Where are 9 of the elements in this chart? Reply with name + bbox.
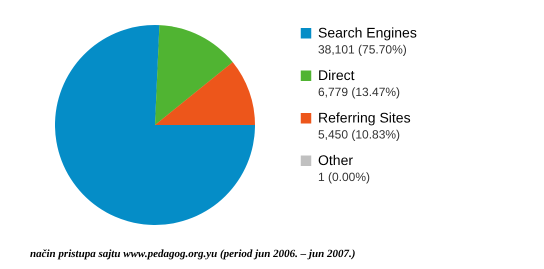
- text: način pristupa sajtu www.pedagog.org.yu (period jun 2006. – jun 2007.): [30, 248, 356, 260]
- legend-label: Direct: [318, 66, 355, 83]
- legend-label: Referring Sites: [318, 109, 411, 126]
- text: 1 (0.00%): [318, 170, 370, 184]
- data-label: 6,779 (13.47%): [318, 84, 400, 99]
- legend-label: Search Engines: [318, 24, 417, 40]
- data-label: 5,450 (10.83%): [318, 127, 400, 142]
- data-label: 38,101 (75.70%): [318, 42, 407, 56]
- legend-label: Other: [318, 152, 354, 168]
